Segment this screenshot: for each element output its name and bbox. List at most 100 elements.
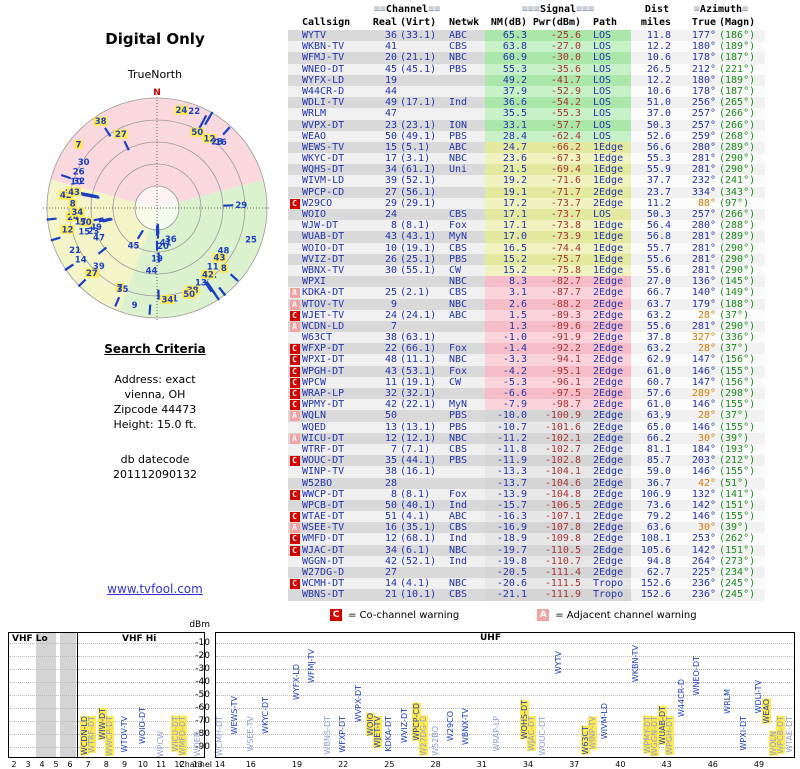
cell-callsign: WSEE-TV (301, 522, 371, 533)
cell-azimuth-magn: (245°) (717, 578, 765, 589)
cell-nm: -1.0 (485, 332, 529, 343)
cell-azimuth-magn: (189°) (717, 41, 765, 52)
cell-path: 1Edge (585, 153, 631, 164)
cell-callsign: WOUC-DT (301, 455, 371, 466)
cell-path: 2Edge (585, 489, 631, 500)
cell-path: LOS (585, 52, 631, 63)
column-header: miles (631, 16, 677, 30)
cell-azimuth-magn: (141°) (717, 489, 765, 500)
cell-real-channel: 7 (371, 444, 397, 455)
cell-real-channel: 48 (371, 354, 397, 365)
cell-virtual-channel: (3.1) (397, 153, 443, 164)
cell-callsign: WYFX-LD (301, 75, 371, 86)
cell-warning (288, 276, 301, 287)
cell-azimuth-magn: (343°) (717, 187, 765, 198)
radar-channel-label: 17 (75, 217, 87, 227)
cell-nm: -1.4 (485, 343, 529, 354)
cell-network (443, 478, 485, 489)
cell-miles: 85.7 (631, 455, 677, 466)
cell-real-channel: 17 (371, 153, 397, 164)
cell-azimuth-true: 177° (677, 30, 717, 41)
tvfool-link[interactable]: www.tvfool.com (107, 582, 203, 596)
radar-channel-label: 29 (235, 201, 247, 211)
cell-network: CBS (443, 243, 485, 254)
search-line: Address: exact (10, 372, 300, 387)
cell-miles: 51.0 (631, 97, 677, 108)
cell-warning (288, 265, 301, 276)
cell-azimuth-true: 280° (677, 142, 717, 153)
cell-warning (288, 41, 301, 52)
spectrum-station-label: WMFD-DT (178, 716, 187, 756)
cell-miles: 55.7 (631, 243, 677, 254)
cell-virtual-channel: (12.1) (397, 433, 443, 444)
co-channel-warning-badge: C (290, 389, 300, 399)
cell-azimuth-magn: (298°) (717, 388, 765, 399)
cell-pwr: -107.1 (529, 511, 585, 522)
cell-azimuth-magn: (39°) (717, 522, 765, 533)
cell-network: Fox (443, 220, 485, 231)
cell-network: PBS (443, 254, 485, 265)
cell-real-channel: 39 (371, 175, 397, 186)
cell-network (443, 198, 485, 209)
cell-azimuth-true: 256° (677, 97, 717, 108)
cell-warning: C (288, 343, 301, 354)
cell-callsign: WPCP-CD (301, 187, 371, 198)
cell-nm: 19.1 (485, 187, 529, 198)
cell-nm: 24.7 (485, 142, 529, 153)
adjacent-channel-warning-badge: A (290, 288, 300, 298)
search-criteria-heading: Search Criteria (10, 342, 300, 356)
cell-path: 2Edge (585, 310, 631, 321)
cell-path: 2Edge (585, 545, 631, 556)
adjacent-channel-warning-badge: A (290, 434, 300, 444)
cell-warning (288, 120, 301, 131)
cell-miles: 61.0 (631, 366, 677, 377)
spectrum-station-label: WINP-TV (588, 716, 597, 749)
cell-virtual-channel (397, 567, 443, 578)
cell-azimuth-magn: (290°) (717, 254, 765, 265)
search-line: vienna, OH (10, 387, 300, 402)
cell-miles: 63.6 (631, 522, 677, 533)
cell-pwr: -52.9 (529, 86, 585, 97)
cell-azimuth-true: 28° (677, 410, 717, 421)
cell-callsign: WGGN-DT (301, 556, 371, 567)
cell-callsign: WUAB-DT (301, 231, 371, 242)
cell-warning (288, 97, 301, 108)
dbm-tick-label: -50 (182, 690, 210, 700)
cell-nm: -21.1 (485, 589, 529, 600)
cell-azimuth-true: 146° (677, 422, 717, 433)
radar-channel-label: 32 (73, 177, 85, 187)
co-channel-warning-badge: C (290, 400, 300, 410)
cell-azimuth-magn: (336°) (717, 332, 765, 343)
cell-real-channel: 42 (371, 399, 397, 410)
dbm-gridline (9, 656, 77, 657)
cell-network: PBS (443, 131, 485, 142)
cell-path: 2Edge (585, 511, 631, 522)
spectrum-station-label: WRLM (723, 689, 732, 714)
cell-warning (288, 567, 301, 578)
spectrum-station-label: KDKA-DT (384, 716, 393, 752)
cell-pwr: -107.8 (529, 522, 585, 533)
co-channel-warning-badge: C (290, 546, 300, 556)
cell-network: Ind (443, 556, 485, 567)
spectrum-station-label: WPCW (156, 731, 165, 757)
cell-pwr: -91.9 (529, 332, 585, 343)
column-header: (Virt) (397, 16, 443, 30)
cell-network: CBS (443, 209, 485, 220)
cell-real-channel: 43 (371, 366, 397, 377)
cell-real-channel: 36 (371, 30, 397, 41)
cell-virtual-channel: (33.1) (397, 30, 443, 41)
cell-azimuth-magn: (155°) (717, 466, 765, 477)
cell-miles: 55.6 (631, 321, 677, 332)
cell-virtual-channel (397, 299, 443, 310)
cell-azimuth-true: 178° (677, 52, 717, 63)
cell-nm: -13.9 (485, 489, 529, 500)
cell-callsign: WIVM-LD (301, 175, 371, 186)
cell-azimuth-magn: (156°) (717, 377, 765, 388)
